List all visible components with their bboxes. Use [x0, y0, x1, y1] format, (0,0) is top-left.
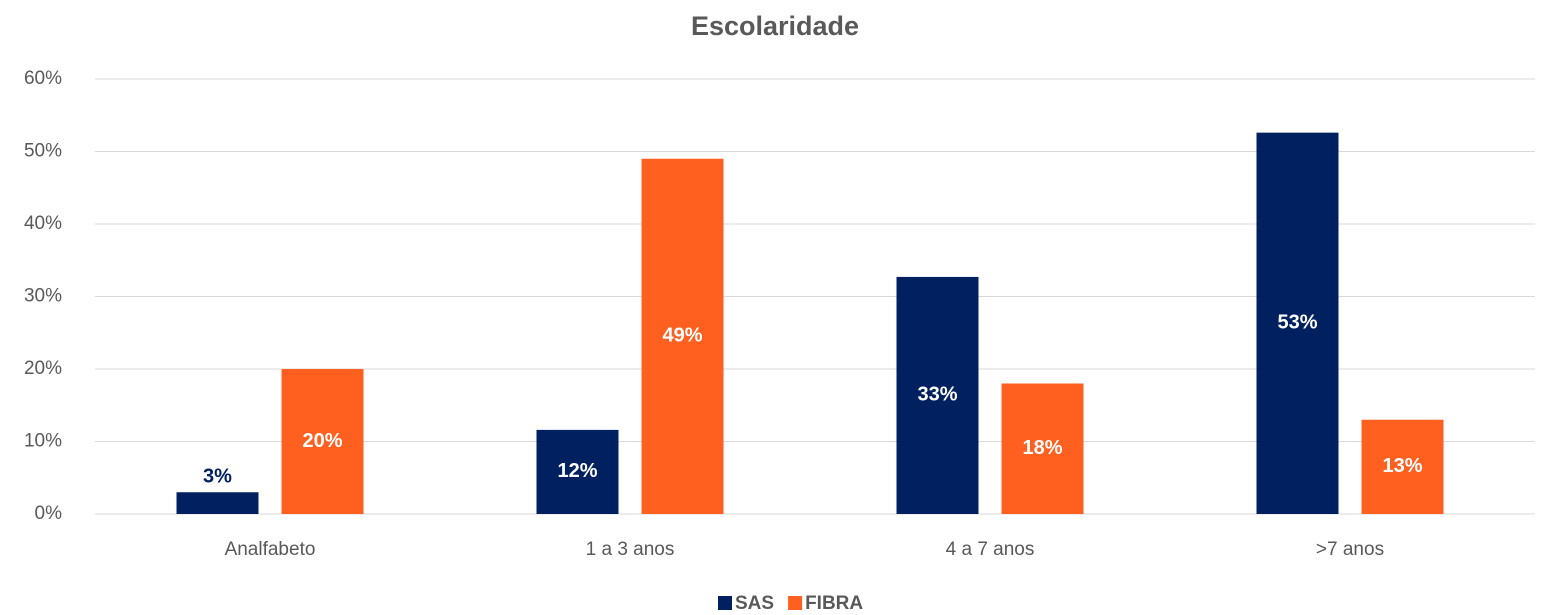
data-label: 53% [1277, 312, 1317, 334]
y-tick-label: 50% [24, 141, 62, 162]
bar [641, 158, 724, 514]
bar [1256, 132, 1339, 514]
chart-title: Escolaridade [691, 11, 859, 41]
y-tick-label: 0% [35, 503, 63, 524]
data-label: 33% [917, 384, 957, 406]
x-tick-label: >7 anos [1316, 539, 1384, 560]
bar [176, 492, 259, 514]
data-label: 12% [557, 460, 597, 482]
legend-swatch [788, 596, 803, 610]
data-label: 49% [662, 325, 702, 347]
y-tick-label: 40% [24, 213, 62, 234]
legend-swatch [718, 596, 732, 610]
x-tick-label: 1 a 3 anos [586, 539, 675, 560]
data-label: 18% [1022, 437, 1062, 459]
y-tick-label: 60% [24, 68, 62, 89]
y-tick-label: 30% [24, 286, 62, 307]
bar [281, 369, 364, 514]
legend-label: SAS [735, 593, 774, 614]
x-tick-label: 4 a 7 anos [946, 539, 1035, 560]
y-tick-label: 20% [24, 358, 62, 379]
legend-label: FIBRA [805, 593, 863, 614]
bar [1001, 383, 1084, 514]
y-tick-label: 10% [24, 431, 62, 452]
data-label: 3% [203, 466, 232, 488]
bar [536, 429, 619, 514]
bar [1361, 419, 1444, 514]
data-label: 13% [1382, 455, 1422, 477]
data-label: 20% [302, 430, 342, 452]
bar [896, 276, 979, 514]
x-tick-label: Analfabeto [225, 539, 316, 560]
